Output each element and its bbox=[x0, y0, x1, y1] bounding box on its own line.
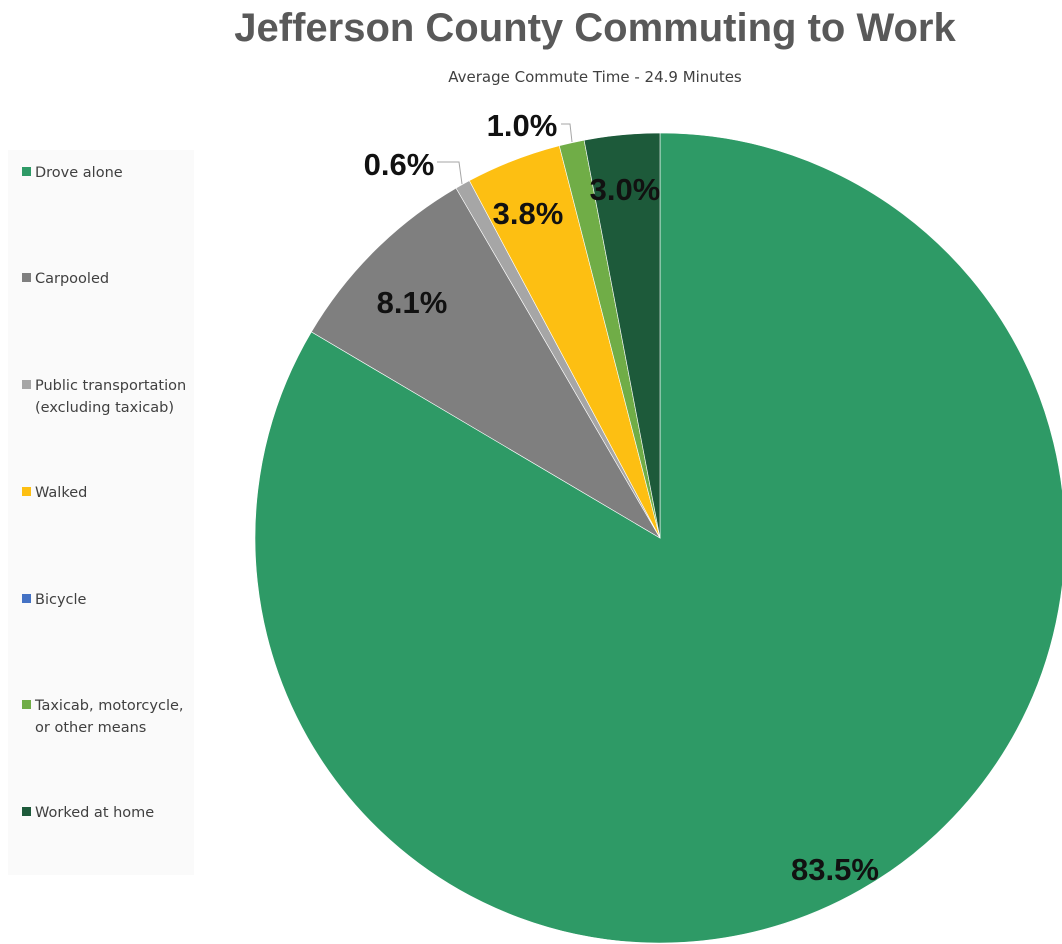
data-label: 3.8% bbox=[493, 196, 564, 231]
leader-line bbox=[561, 124, 572, 142]
leader-line bbox=[437, 162, 462, 184]
pie-slices bbox=[255, 133, 1062, 943]
data-label: 1.0% bbox=[487, 108, 558, 143]
data-label: 3.0% bbox=[590, 172, 661, 207]
data-label: 0.6% bbox=[364, 147, 435, 182]
data-label: 83.5% bbox=[791, 852, 879, 887]
data-label: 8.1% bbox=[377, 285, 448, 320]
